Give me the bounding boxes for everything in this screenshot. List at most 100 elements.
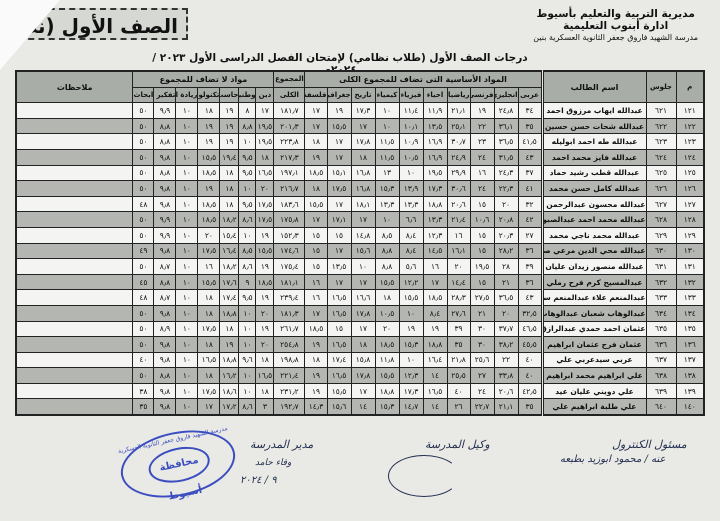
cell-english: ٢٠ [493,304,519,322]
cell-computer: ١٧٫٢ [219,398,240,416]
cell-biology: ١٧٫٣ [422,180,448,197]
cell-research: ٥٠ [132,226,155,244]
cell-physics: ١٠ [398,164,424,182]
cell-french: ٢٤ [469,180,495,197]
cell-total: ١٨١٫١ [273,273,306,291]
cell-religion: ١٩ [255,320,275,338]
header-extra-subject: ريادة اعمال [175,86,199,104]
cell-extra-1: ١٧٫٥ [197,320,221,338]
cell-physics: ١٠٫١ [398,117,424,135]
cell-chemistry: ٢٠ [374,320,400,338]
cell-extra-3: ٨٫٩ [153,320,177,338]
cell-geography: ١٥ [326,226,352,244]
cell-total: ٢٣١٫٢ [273,382,306,400]
cell-extra-3: ٩٫٩ [153,226,177,244]
cell-national: ١٠ [238,304,257,322]
cell-extra-3: ٨٫٨ [153,133,177,150]
cell-chemistry: ١٣ [374,164,400,182]
cell-geography: ١٧ [326,195,352,213]
cell-math: ٢٠٫٦ [446,195,471,213]
cell-biology: ١٨٫٥ [422,289,448,306]
cell-extra-3: ٩٫٩ [153,211,177,228]
cell-index: ١٢٥ [675,164,705,182]
cell-chemistry: ٨٫٨ [374,242,400,260]
cell-research: ٥٠ [132,102,155,119]
cell-national: ١٠ [238,367,257,384]
cell-english: ٢٨٫٢ [493,242,519,260]
cell-history: ١٧ [350,382,376,400]
cell-seat: ٦٢٣ [645,133,677,150]
cell-notes [15,273,134,291]
cell-chemistry: ١٥٫٥ [374,367,400,384]
table-row: ١٢٦ ٦٢٦ عبدالله كامل حسن محمد ٤١ ٢٢٫٣ ٢٤ ٣٠٫٦ ١… [15,180,705,197]
cell-national: ٩٫٥ [238,164,257,182]
cell-arabic: ٤٠ [517,351,543,369]
cell-seat: ٦٣١ [645,258,677,275]
cell-total: ٢٣٩٫٤ [273,289,306,306]
cell-student-name: عثمان احمد حمدي عبدالرازق [540,320,647,338]
cell-philosophy: ١٦ [304,289,328,306]
cell-total: ١٩٨٫٨ [273,351,306,369]
cell-research: ٤٠ [132,351,155,369]
cell-english: ٢١٫١ [493,398,519,416]
table-row: ١٣٨ ٦٣٨ علي ابراهيم محمد ابراهيم ٤٠ ٣٣٫٨ ٢٧ ٢٥… [15,367,705,384]
cell-chemistry: ١٠ [374,211,400,228]
cell-student-name: عثمان فرح عثمان ابراهيم [540,336,647,353]
cell-index: ١٣٨ [675,367,705,384]
cell-notes [15,336,134,353]
cell-geography: ١٦٫٥ [326,367,352,384]
cell-math: ٣٥ [446,336,471,353]
cell-extra-2: ١٠ [175,242,199,260]
cell-extra-3: ٩٫٨ [153,398,177,416]
table-row: ١٢٢ ٦٢٢ عبدالله شحات حسن حسين ٣٥ ٣٦٫١ ٢٢ ٢٥٫١ ١… [15,117,705,135]
cell-biology: ١٦٫٩ [422,148,448,166]
cell-national: ١٠ [238,133,257,150]
cell-arabic: ٤٠ [517,367,543,384]
cell-extra-1: ١٦ [197,258,221,275]
cell-research: ٥٠ [132,367,155,384]
cell-national: ١٠ [238,382,257,400]
cell-biology: ١٩ [422,320,448,338]
cell-extra-2: ١٠ [175,398,199,416]
table-row: ١٣٧ ٦٣٧ عربي سيدعربي علي ٤٠ ٢٢ ٢٥٫٦ ٢١٫٨ ١٦٫٤ ١٠… [15,351,705,369]
cell-religion: ١٨٫٥ [255,273,275,291]
cell-research: ٥٠ [132,164,155,182]
cell-religion: ١٨ [255,351,275,369]
cell-extra-2: ١٠ [175,382,199,400]
cell-biology: ١٤ [422,367,448,384]
cell-notes [15,180,134,197]
cell-computer: ١٩ [219,102,240,119]
cell-student-name: عبدالله ايهاب مرزوق احمد [540,102,647,119]
cell-notes [15,398,134,416]
cell-geography: ١٥٫٥ [326,382,352,400]
cell-extra-2: ١٠ [175,304,199,322]
cell-geography: ١٥ [326,320,352,338]
cell-notes [15,164,134,182]
cell-religion: ١٩ [255,289,275,306]
cell-chemistry: ١١٫٨ [374,351,400,369]
cell-extra-1: ١٧٫٥ [197,382,221,400]
cell-seat: ٦٣٣ [645,289,677,306]
cell-national: ١٠ [238,336,257,353]
cell-chemistry: ١٨٫٥ [374,336,400,353]
cell-french: ٢٧ [469,367,495,384]
cell-student-name: عبدالله طه احمد ابوليله [540,133,647,150]
cell-seat: ٦٢٩ [645,226,677,244]
header-extra-subject: تكنولوجيا [197,86,221,104]
cell-geography: ١٥٫٥ [326,117,352,135]
cell-extra-3: ٨٫٨ [153,117,177,135]
cell-notes [15,351,134,369]
cell-religion: ٣ [255,398,275,416]
cell-english: ٢٢ [493,351,519,369]
cell-history: ١٥٫٦ [350,242,376,260]
cell-extra-1: ١٥٫٥ [197,273,221,291]
controller-signature-title: مسئول الكنترول [612,438,687,451]
cell-history: ١٥٫٨ [350,351,376,369]
cell-total: ١٧٥٫٤ [273,258,306,275]
cell-history: ١٨٫١ [350,195,376,213]
cell-national: ٨ [238,102,257,119]
cell-french: ١٠٫٦ [469,211,495,228]
cell-geography: ١٧ [326,242,352,260]
cell-arabic: ٣٢٫٥ [517,304,543,322]
official-stamp: مدرسة الشهيد فاروق جعفر الثانوية العسكري… [114,420,242,508]
